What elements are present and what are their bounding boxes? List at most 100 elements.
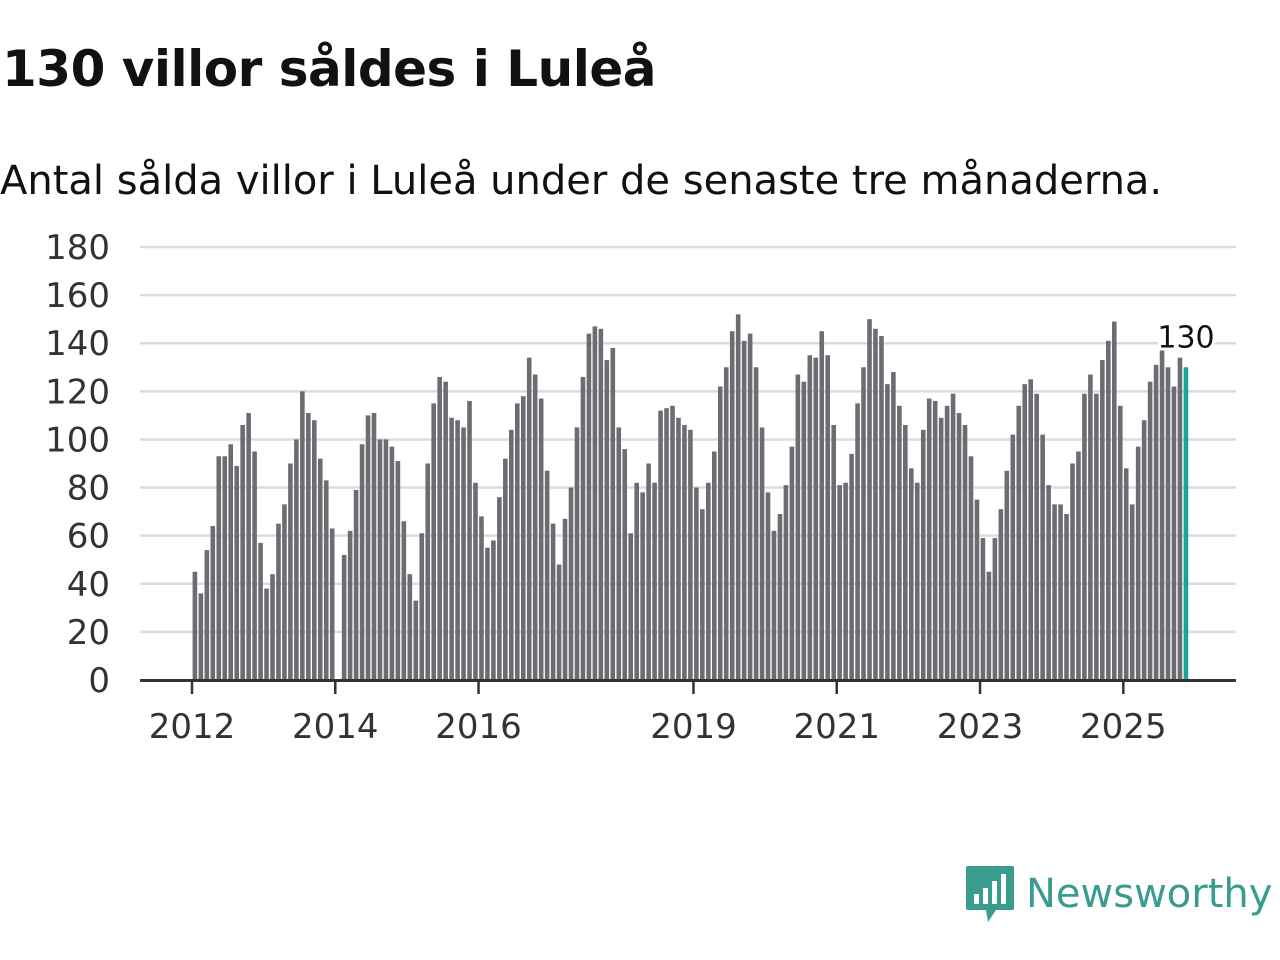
bar [825, 355, 831, 680]
bar [389, 446, 395, 680]
bar [706, 482, 711, 680]
x-tick-label: 2021 [793, 707, 880, 747]
bar [437, 376, 442, 680]
bar [329, 528, 335, 680]
bar [1141, 420, 1147, 680]
bar [1094, 393, 1099, 680]
x-axis: 2012 2014 2016 2019 2021 2023 2025 [140, 679, 1236, 747]
bar [646, 463, 651, 680]
bar [992, 538, 998, 680]
bar [270, 574, 275, 680]
bar [849, 453, 854, 680]
x-tick-label: 2023 [937, 707, 1024, 747]
bar [544, 470, 550, 680]
bar [592, 326, 598, 680]
bar [586, 333, 592, 680]
bar [359, 444, 365, 680]
bar [1171, 386, 1177, 680]
x-tick-label: 2025 [1080, 707, 1167, 747]
bars [192, 314, 1189, 680]
bar [634, 482, 639, 680]
bar [861, 367, 866, 680]
bar [365, 415, 371, 680]
bar [341, 554, 347, 680]
bar [1106, 340, 1111, 680]
bar [294, 439, 299, 680]
y-tick-label: 100 [45, 420, 110, 460]
bar [1165, 367, 1171, 680]
bar [312, 420, 317, 680]
bar [676, 417, 681, 680]
bar [347, 530, 353, 680]
bar [407, 574, 413, 680]
bar [1100, 360, 1105, 680]
bar [974, 499, 980, 680]
bar [783, 485, 789, 680]
bar [467, 400, 472, 680]
bar [252, 451, 257, 680]
bar [1064, 514, 1069, 680]
bar [198, 593, 204, 680]
bar [903, 425, 908, 680]
bar [986, 571, 992, 680]
bar [377, 439, 383, 680]
bar [497, 497, 502, 680]
logo-text: Newsworthy [1026, 871, 1273, 917]
bar [711, 451, 717, 680]
bar [461, 427, 466, 680]
bar [628, 533, 634, 680]
y-tick-label: 0 [88, 661, 110, 701]
bar [741, 340, 747, 680]
bar [276, 523, 281, 680]
bar [813, 357, 819, 680]
bar [1070, 463, 1075, 680]
bar [789, 446, 795, 680]
bar [1117, 405, 1123, 680]
bar [670, 405, 675, 680]
bar [282, 504, 287, 680]
bar [1123, 468, 1129, 680]
bar [288, 463, 293, 680]
bar [222, 456, 228, 680]
bar [473, 482, 478, 680]
bar [837, 485, 842, 680]
bar [729, 331, 735, 680]
y-axis-labels: 0 20 40 60 80 100 120 140 160 180 [45, 228, 110, 701]
value-label: 130 [1157, 320, 1214, 355]
bar [1076, 451, 1081, 680]
x-tick-label: 2016 [435, 707, 522, 747]
bar [819, 331, 825, 680]
bar [723, 367, 729, 680]
bar [413, 600, 419, 680]
bar [765, 492, 771, 680]
bar [891, 372, 896, 680]
bar [258, 542, 263, 680]
newsworthy-logo[interactable]: Newsworthy [964, 864, 1272, 924]
bar [604, 360, 610, 680]
bar [682, 425, 687, 680]
bar [264, 588, 269, 680]
bar [920, 429, 926, 680]
bar [938, 417, 944, 680]
bar [479, 516, 484, 680]
bar [855, 403, 860, 680]
bar [550, 523, 556, 680]
bar [616, 427, 622, 680]
bar [956, 412, 962, 680]
bar [568, 487, 574, 680]
x-tick-label: 2019 [650, 707, 737, 747]
bar [246, 412, 251, 680]
bar [371, 412, 377, 680]
bar [395, 461, 401, 680]
bar [622, 449, 628, 680]
bar [688, 429, 693, 680]
bar [897, 405, 902, 680]
bar [1052, 504, 1057, 680]
y-tick-label: 40 [67, 565, 110, 605]
y-tick-label: 80 [67, 469, 110, 509]
bar [1159, 348, 1165, 680]
bar [926, 398, 932, 680]
annotation: 130 [1154, 317, 1217, 358]
bar [449, 417, 454, 680]
